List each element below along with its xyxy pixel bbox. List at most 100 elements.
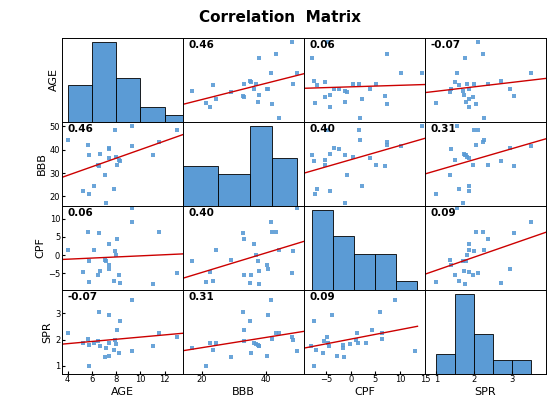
- Point: [335, 146, 344, 152]
- Point: [465, 96, 474, 103]
- Point: [202, 362, 211, 369]
- Y-axis label: BBB: BBB: [37, 152, 47, 175]
- Point: [484, 162, 493, 169]
- Point: [111, 126, 120, 133]
- Point: [205, 339, 214, 346]
- Point: [310, 362, 319, 369]
- Point: [85, 190, 94, 197]
- Point: [94, 272, 102, 278]
- Point: [293, 348, 302, 355]
- Point: [246, 349, 255, 356]
- Y-axis label: AGE: AGE: [49, 68, 59, 91]
- Point: [293, 70, 302, 76]
- Point: [255, 343, 264, 350]
- Point: [262, 262, 271, 268]
- Point: [255, 342, 264, 349]
- Text: 0.09: 0.09: [431, 208, 456, 218]
- Point: [355, 81, 364, 88]
- Point: [110, 278, 119, 284]
- Point: [455, 278, 464, 284]
- Point: [240, 272, 249, 278]
- Point: [227, 257, 236, 263]
- Point: [496, 279, 505, 286]
- Point: [227, 89, 236, 95]
- Bar: [92, 42, 116, 122]
- Point: [349, 81, 358, 87]
- Point: [246, 79, 255, 85]
- Point: [505, 85, 514, 92]
- Point: [83, 228, 92, 235]
- Text: -0.07: -0.07: [431, 40, 461, 50]
- Point: [465, 268, 474, 275]
- Point: [288, 336, 297, 343]
- Point: [472, 228, 480, 235]
- Point: [410, 348, 419, 355]
- Point: [172, 127, 181, 134]
- Point: [526, 143, 535, 150]
- Point: [245, 279, 254, 286]
- Point: [355, 126, 364, 133]
- Point: [112, 236, 121, 243]
- Point: [275, 329, 284, 336]
- Point: [266, 297, 275, 304]
- Point: [202, 278, 211, 285]
- Point: [396, 70, 405, 76]
- Point: [240, 327, 249, 333]
- Point: [446, 85, 455, 92]
- Point: [85, 362, 94, 369]
- Point: [335, 85, 344, 92]
- Point: [114, 272, 123, 279]
- Point: [240, 337, 249, 344]
- Point: [310, 158, 319, 165]
- Point: [382, 139, 391, 145]
- Point: [445, 257, 454, 263]
- Point: [188, 88, 197, 94]
- Bar: [218, 174, 250, 206]
- Point: [311, 99, 320, 106]
- Point: [255, 55, 264, 62]
- Point: [333, 352, 342, 359]
- Point: [329, 85, 338, 92]
- Point: [90, 183, 99, 189]
- Bar: [493, 360, 512, 374]
- Point: [465, 187, 474, 194]
- Text: 0.31: 0.31: [431, 124, 457, 134]
- Point: [188, 344, 197, 351]
- Point: [266, 70, 275, 76]
- Point: [275, 114, 284, 121]
- Point: [526, 219, 535, 226]
- Point: [339, 353, 348, 360]
- Point: [94, 162, 102, 169]
- Point: [85, 278, 94, 285]
- Point: [115, 318, 124, 325]
- Point: [474, 39, 483, 45]
- Point: [366, 155, 375, 161]
- Text: -0.07: -0.07: [68, 292, 98, 302]
- Point: [341, 88, 350, 94]
- Point: [105, 265, 114, 272]
- Point: [320, 79, 329, 85]
- Point: [480, 114, 489, 121]
- Point: [323, 333, 332, 340]
- Point: [470, 81, 479, 88]
- Point: [245, 78, 254, 84]
- Point: [112, 154, 121, 160]
- Point: [362, 340, 371, 346]
- Point: [101, 344, 110, 351]
- Point: [329, 145, 338, 152]
- Point: [101, 200, 110, 207]
- Point: [288, 248, 297, 255]
- Point: [468, 272, 477, 278]
- Point: [149, 342, 158, 349]
- Point: [114, 349, 123, 356]
- Point: [342, 89, 351, 95]
- X-axis label: CPF: CPF: [354, 387, 375, 397]
- Point: [455, 82, 464, 89]
- Point: [251, 341, 260, 348]
- Point: [460, 92, 469, 99]
- Point: [155, 139, 164, 145]
- Point: [342, 171, 351, 178]
- Point: [346, 341, 355, 348]
- Point: [320, 157, 329, 164]
- Point: [455, 185, 464, 192]
